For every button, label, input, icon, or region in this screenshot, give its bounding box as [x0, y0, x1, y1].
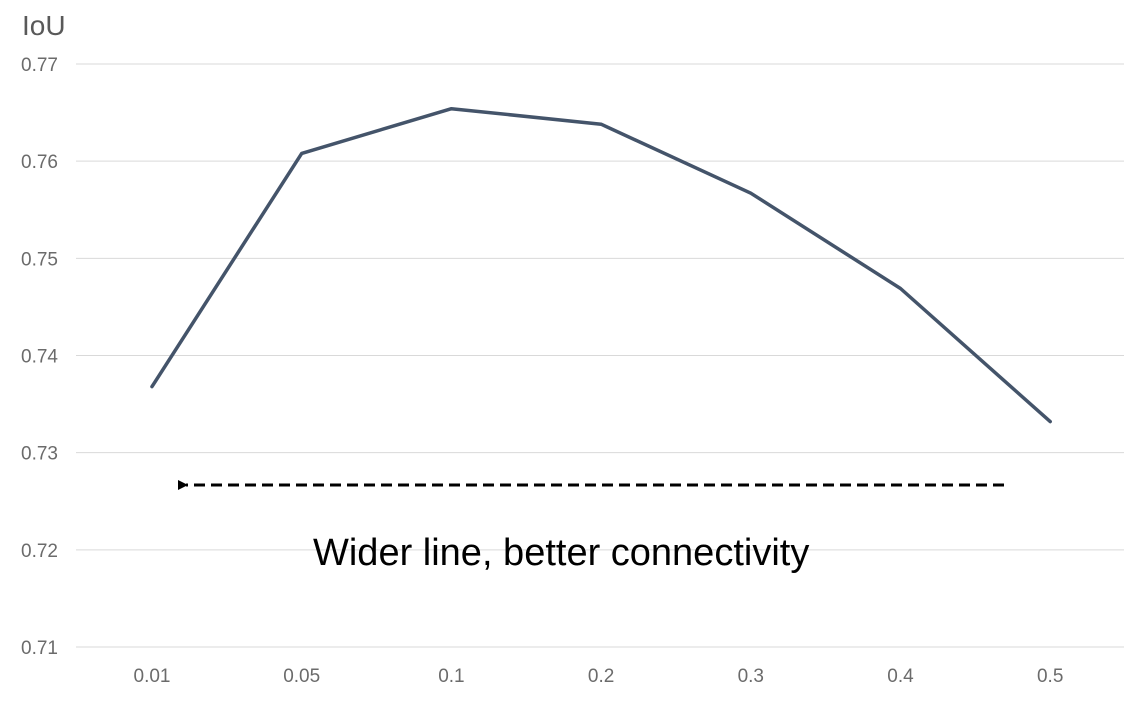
y-tick-label: 0.77	[21, 55, 58, 76]
annotation-text: Wider line, better connectivity	[313, 532, 809, 574]
y-tick-label: 0.74	[21, 347, 58, 368]
x-tick-label: 0.01	[134, 666, 171, 687]
x-tick-label: 0.2	[588, 666, 614, 687]
y-tick-label: 0.73	[21, 444, 58, 465]
y-tick-label: 0.72	[21, 541, 58, 562]
x-axis-ticks: 0.01 0.05 0.1 0.2 0.3 0.4 0.5	[134, 666, 1064, 687]
series-layer	[150, 106, 1052, 424]
grid-layer	[76, 63, 1124, 648]
x-tick-label: 0.3	[738, 666, 764, 687]
y-axis-ticks: 0.71 0.72 0.73 0.74 0.75 0.76 0.77	[21, 55, 58, 659]
y-tick-label: 0.76	[21, 152, 58, 173]
x-tick-label: 0.1	[438, 666, 464, 687]
x-tick-label: 0.05	[283, 666, 320, 687]
x-tick-label: 0.4	[887, 666, 914, 687]
y-axis-label: IoU	[22, 10, 66, 41]
series-line	[150, 106, 1052, 424]
y-tick-label: 0.75	[21, 249, 58, 270]
y-tick-label: 0.71	[21, 638, 58, 659]
x-tick-label: 0.5	[1037, 666, 1063, 687]
